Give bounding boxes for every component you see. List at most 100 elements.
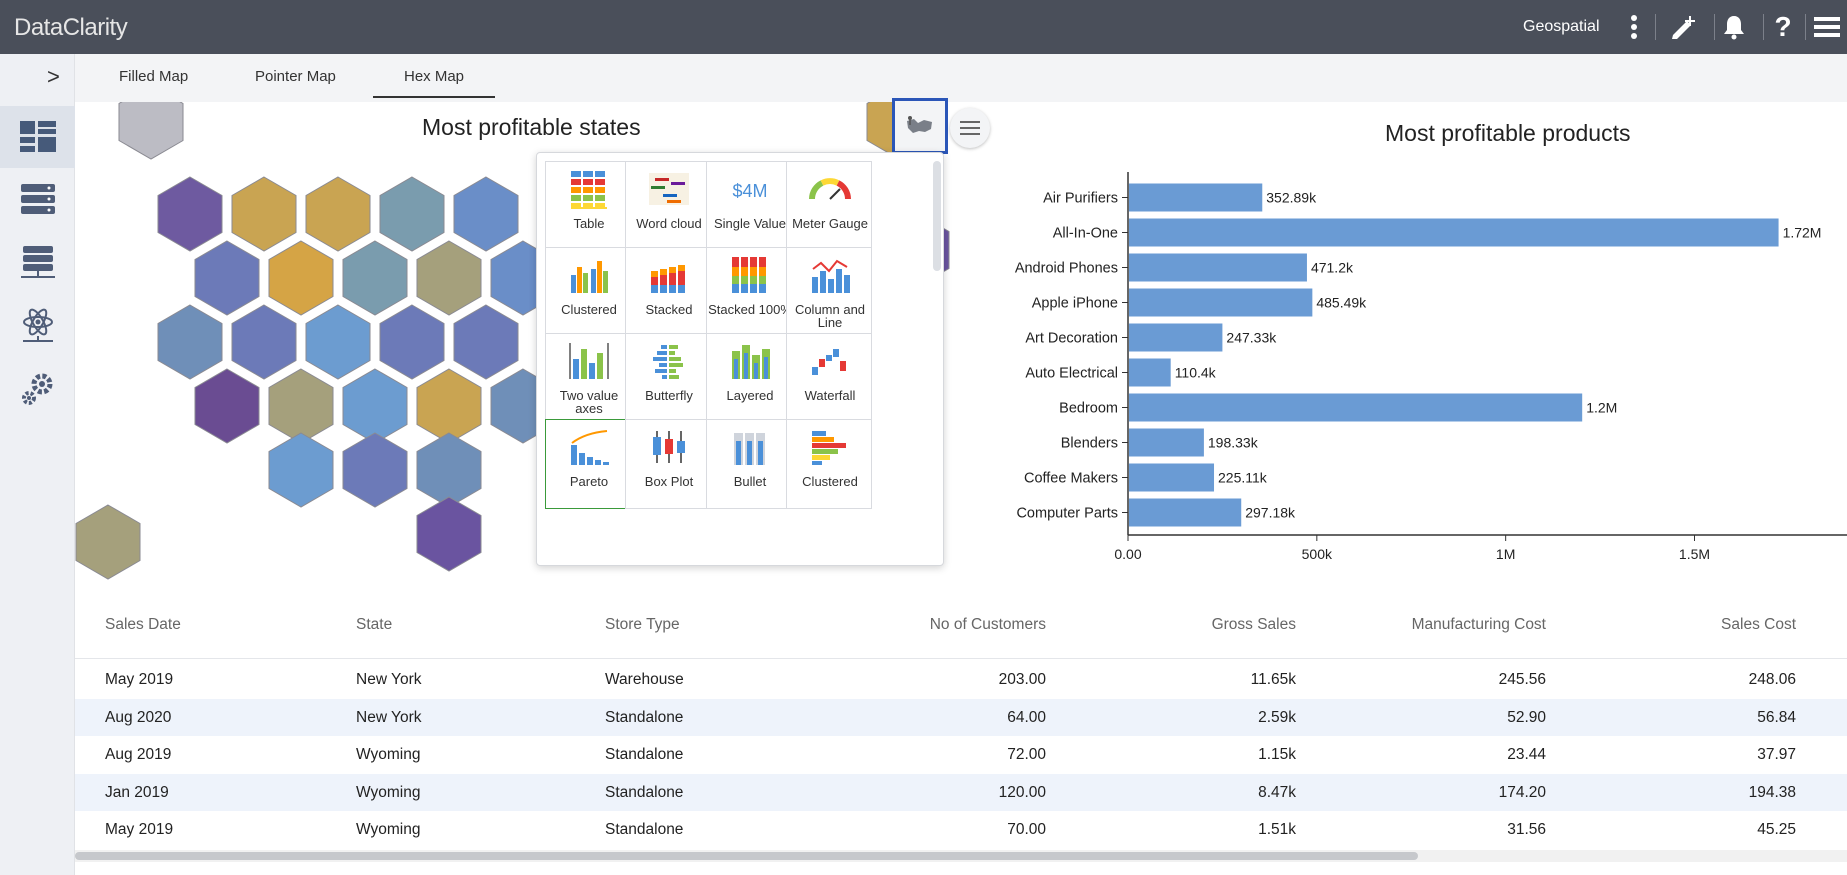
state-hex[interactable] xyxy=(453,176,519,252)
bar[interactable] xyxy=(1129,253,1307,282)
state-hex[interactable] xyxy=(194,240,260,316)
scrollbar-thumb[interactable] xyxy=(75,852,1418,860)
table-cell: 72.00 xyxy=(1007,746,1046,763)
visual-tile-layered[interactable]: Layered xyxy=(706,333,792,423)
visual-tile-label: Word cloud xyxy=(636,216,702,231)
sidebar-item-dashboards[interactable] xyxy=(0,106,75,168)
state-hex[interactable] xyxy=(416,368,482,444)
state-hex[interactable] xyxy=(194,368,260,444)
visual-tile-two-value-axes[interactable]: Two value axes xyxy=(545,333,631,423)
sidebar-item-data-sources[interactable] xyxy=(0,169,75,231)
table-row[interactable]: May 2019 Wyoming Standalone 70.00 1.51k 31.56… xyxy=(75,811,1847,848)
more-vert-icon[interactable] xyxy=(1617,10,1651,44)
table-row[interactable]: Aug 2019 Wyoming Standalone 72.00 1.15k 23.44… xyxy=(75,736,1847,773)
visual-tile-stacked[interactable]: Stacked xyxy=(625,247,711,337)
state-hex[interactable] xyxy=(157,176,223,252)
top-bar: DataClarity Geospatial ? xyxy=(0,0,1847,54)
state-hex[interactable] xyxy=(416,240,482,316)
horizontal-scrollbar[interactable] xyxy=(75,850,1847,862)
column-header[interactable]: Sales Cost xyxy=(1721,616,1796,633)
hamburger-icon[interactable] xyxy=(1810,10,1844,44)
visual-tile-clustered[interactable]: Clustered xyxy=(786,419,872,509)
stacked-column-icon xyxy=(647,255,691,295)
column-header[interactable]: Gross Sales xyxy=(1211,616,1296,633)
visual-tile-label: Layered xyxy=(726,388,774,403)
table-icon xyxy=(567,169,611,209)
bar[interactable] xyxy=(1129,323,1223,352)
bar[interactable] xyxy=(1129,288,1313,317)
bar[interactable] xyxy=(1129,428,1204,457)
table-row[interactable]: Aug 2020 New York Standalone 64.00 2.59k 52.9… xyxy=(75,698,1847,736)
bell-icon[interactable] xyxy=(1717,10,1751,44)
bar[interactable] xyxy=(1129,498,1242,527)
table-cell: Aug 2019 xyxy=(105,746,172,763)
visual-tile-label: Box Plot xyxy=(644,474,694,489)
box-plot-icon xyxy=(647,427,691,467)
category-label: All-In-One xyxy=(1053,226,1118,242)
visual-tile-meter-gauge[interactable]: Meter Gauge xyxy=(786,161,872,251)
picker-scrollbar[interactable] xyxy=(933,161,941,271)
column-header[interactable]: Store Type xyxy=(605,616,680,633)
state-hex[interactable] xyxy=(416,432,482,508)
table-cell: 248.06 xyxy=(1748,671,1796,688)
state-hex[interactable] xyxy=(305,176,371,252)
state-hex[interactable] xyxy=(268,432,334,508)
category-label: Computer Parts xyxy=(1016,506,1118,522)
state-hex[interactable] xyxy=(379,304,445,380)
visual-tile-column-and-line[interactable]: Column and Line xyxy=(786,247,872,337)
column-header[interactable]: Sales Date xyxy=(105,616,181,633)
state-hex[interactable] xyxy=(268,240,334,316)
tab-filled-map[interactable]: Filled Map xyxy=(119,68,189,85)
map-title: Most profitable states xyxy=(422,114,641,140)
visual-tile-box-plot[interactable]: Box Plot xyxy=(625,419,711,509)
sidebar-item-data-science[interactable] xyxy=(0,295,75,357)
state-hex[interactable] xyxy=(342,432,408,508)
state-hex[interactable] xyxy=(231,304,297,380)
sidebar-item-settings[interactable] xyxy=(0,358,75,420)
menu-lines-icon xyxy=(960,121,980,135)
bar[interactable] xyxy=(1129,463,1215,492)
visual-tile-bullet[interactable]: Bullet xyxy=(706,419,792,509)
state-hex[interactable] xyxy=(305,304,371,380)
sidebar-item-data-models[interactable] xyxy=(0,232,75,294)
bar[interactable] xyxy=(1129,358,1171,387)
bar[interactable] xyxy=(1129,183,1263,212)
state-hex[interactable] xyxy=(416,496,482,572)
column-header[interactable]: No of Customers xyxy=(929,616,1046,633)
visual-tile-butterfly[interactable]: Butterfly xyxy=(625,333,711,423)
visual-tile-stacked-100-[interactable]: Stacked 100% xyxy=(706,247,792,337)
visual-tile-clustered[interactable]: Clustered xyxy=(545,247,631,337)
state-hex[interactable] xyxy=(118,102,184,160)
bar[interactable] xyxy=(1129,218,1779,247)
help-icon[interactable]: ? xyxy=(1774,11,1792,42)
visual-tile-word-cloud[interactable]: Word cloud xyxy=(625,161,711,251)
visual-tile-single-value[interactable]: $4M Single Value xyxy=(706,161,792,251)
state-hex[interactable] xyxy=(231,176,297,252)
state-hex[interactable] xyxy=(75,504,141,580)
visual-tile-label: Stacked xyxy=(645,302,693,317)
tab-hex-map[interactable]: Hex Map xyxy=(404,68,465,85)
state-hex[interactable] xyxy=(379,176,445,252)
column-header[interactable]: Manufacturing Cost xyxy=(1411,616,1546,633)
visual-tile-table[interactable]: Table xyxy=(545,161,631,251)
bar[interactable] xyxy=(1129,393,1583,422)
state-hex[interactable] xyxy=(268,368,334,444)
state-hex[interactable] xyxy=(453,304,519,380)
visual-tile-pareto[interactable]: Pareto xyxy=(545,419,631,509)
sidebar-toggle[interactable]: > xyxy=(47,64,60,89)
table-cell: 120.00 xyxy=(998,783,1046,801)
state-hex[interactable] xyxy=(157,304,223,380)
state-hex[interactable] xyxy=(342,368,408,444)
word-cloud-icon xyxy=(647,169,691,209)
table-row[interactable]: Jan 2019 Wyoming Standalone 120.00 8.47k 174.… xyxy=(75,773,1847,811)
visual-tile-waterfall[interactable]: Waterfall xyxy=(786,333,872,423)
tab-pointer-map[interactable]: Pointer Map xyxy=(255,68,336,85)
table-row[interactable]: May 2019 New York Warehouse 203.00 11.65k 245… xyxy=(75,661,1847,698)
column-header[interactable]: State xyxy=(356,616,393,633)
app-logo[interactable]: DataClarity xyxy=(14,14,128,41)
table-cell: 31.56 xyxy=(1507,821,1546,838)
edit-icon[interactable] xyxy=(1666,10,1700,44)
state-hex[interactable] xyxy=(342,240,408,316)
menu-button[interactable] xyxy=(950,108,990,148)
visual-type-button[interactable] xyxy=(892,98,948,154)
